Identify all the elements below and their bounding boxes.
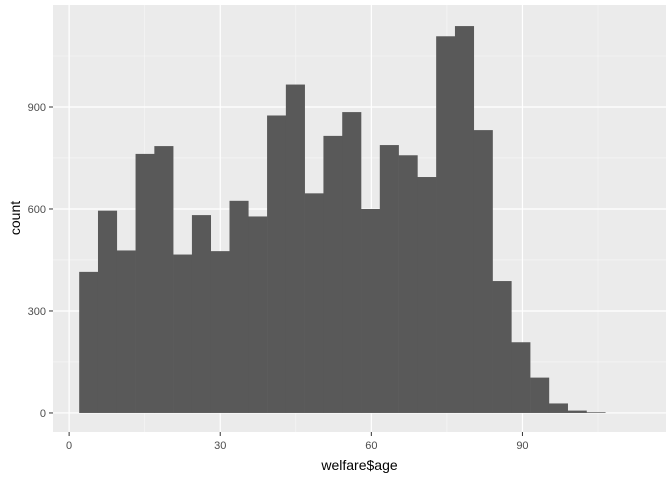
histogram-bar [417, 177, 437, 413]
histogram-bar [210, 251, 230, 413]
y-tick-label: 900 [28, 102, 46, 114]
histogram-bar [79, 271, 99, 413]
histogram-bar [548, 403, 568, 413]
histogram-bar [454, 26, 475, 413]
histogram-bar [586, 412, 606, 413]
histogram-bar [492, 281, 512, 413]
histogram-bar [567, 410, 587, 413]
x-tick-label: 90 [516, 440, 528, 452]
y-tick-label: 0 [40, 408, 46, 420]
histogram-bar [436, 36, 456, 413]
histogram-bar [473, 130, 493, 413]
histogram-bar [267, 115, 287, 413]
y-tick-label: 300 [28, 306, 46, 318]
histogram-bar [97, 210, 118, 413]
x-axis-ticks: 0 30 60 90 [66, 432, 529, 452]
histogram-bar [154, 146, 174, 413]
histogram-bar [304, 193, 324, 413]
histogram-bar [135, 153, 155, 413]
histogram-bars [79, 26, 606, 413]
histogram-bar [361, 208, 381, 413]
histogram-bar [116, 250, 136, 413]
histogram-bar [173, 254, 193, 413]
histogram-bar [398, 155, 418, 413]
y-axis-ticks: 0 300 600 900 [28, 102, 53, 420]
x-tick-label: 0 [66, 440, 72, 452]
histogram-bar [248, 216, 268, 413]
x-tick-label: 60 [365, 440, 377, 452]
y-tick-label: 600 [28, 204, 46, 216]
x-axis-title: welfare$age [320, 457, 397, 473]
histogram-bar [342, 112, 362, 413]
histogram-bar [191, 215, 212, 413]
histogram-bar [229, 200, 249, 413]
histogram-bar [530, 377, 550, 413]
y-axis-title: count [7, 201, 23, 235]
histogram-bar [511, 342, 531, 413]
histogram-bar [323, 135, 343, 413]
x-tick-label: 30 [214, 440, 226, 452]
histogram-bar [285, 84, 305, 413]
histogram-bar [379, 145, 399, 413]
